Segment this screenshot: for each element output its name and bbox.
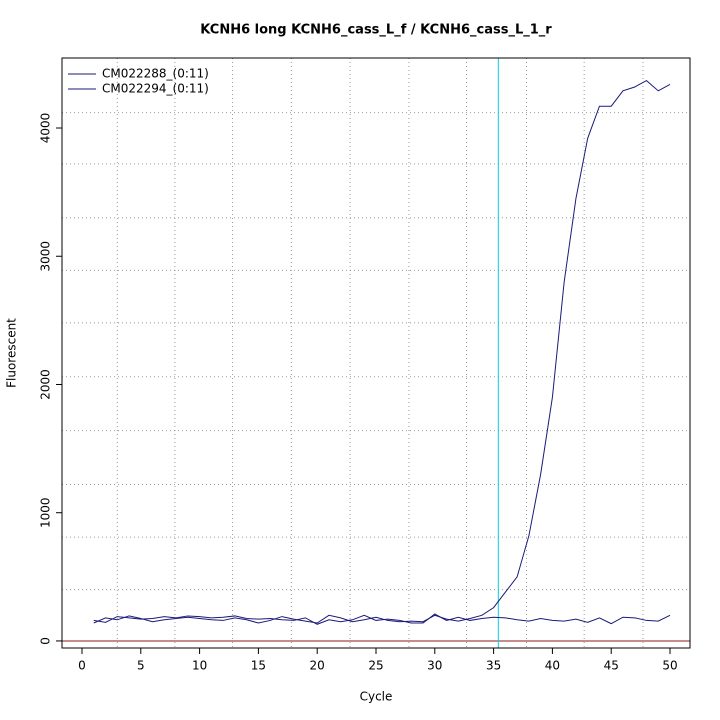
x-tick-label: 25 bbox=[368, 659, 383, 673]
x-tick-label: 5 bbox=[137, 659, 145, 673]
y-tick-label: 3000 bbox=[39, 241, 53, 272]
legend-label: CM022294_(0:11) bbox=[102, 82, 209, 96]
y-tick-label: 0 bbox=[39, 637, 53, 645]
series-line bbox=[93, 79, 671, 624]
x-tick-label: 0 bbox=[78, 659, 86, 673]
series-line bbox=[93, 613, 671, 625]
x-tick-label: 10 bbox=[192, 659, 207, 673]
y-tick-label: 4000 bbox=[39, 113, 53, 144]
y-tick-label: 2000 bbox=[39, 369, 53, 400]
x-tick-label: 40 bbox=[545, 659, 560, 673]
x-axis-label: Cycle bbox=[360, 690, 393, 704]
x-tick-label: 15 bbox=[251, 659, 266, 673]
x-tick-label: 35 bbox=[486, 659, 501, 673]
x-tick-label: 45 bbox=[604, 659, 619, 673]
y-axis-label: Fluorescent bbox=[5, 318, 19, 388]
chart-title: KCNH6 long KCNH6_cass_L_f / KCNH6_cass_L… bbox=[200, 23, 552, 38]
x-tick-label: 20 bbox=[310, 659, 325, 673]
y-tick-label: 1000 bbox=[39, 497, 53, 528]
plot-frame bbox=[61, 57, 691, 649]
legend-label: CM022288_(0:11) bbox=[102, 67, 209, 81]
x-tick-label: 30 bbox=[427, 659, 442, 673]
x-tick-label: 50 bbox=[662, 659, 677, 673]
